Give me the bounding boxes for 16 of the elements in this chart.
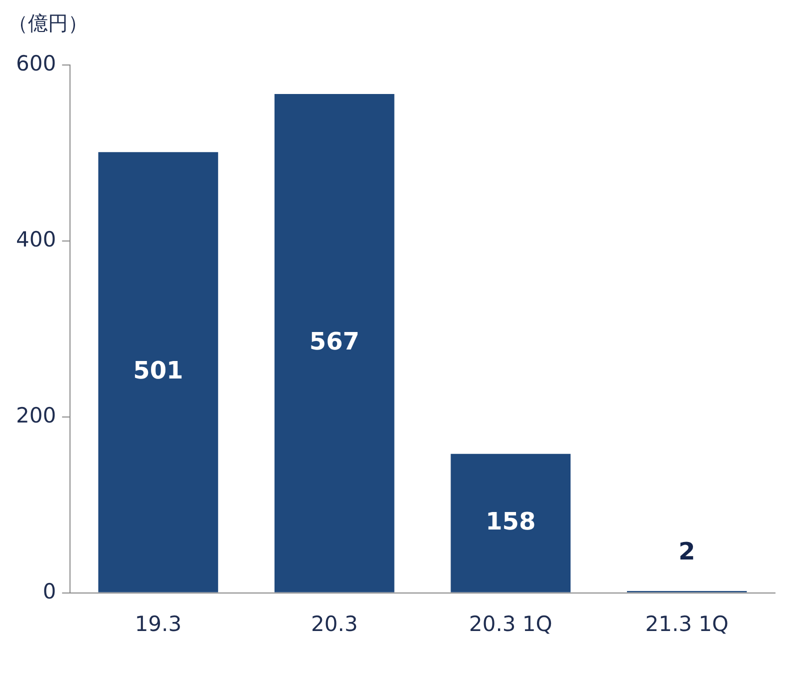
x-tick-label: 19.3 xyxy=(134,612,182,636)
data-label: 2 xyxy=(678,537,696,566)
data-label: 158 xyxy=(486,507,536,536)
data-label: 567 xyxy=(309,327,360,356)
y-axis-title: （億円） xyxy=(8,10,88,37)
y-tick-label: 600 xyxy=(16,51,56,76)
y-tick-label: 400 xyxy=(16,227,56,252)
x-tick-label: 21.3 1Q xyxy=(645,612,729,636)
x-tick-label: 20.3 xyxy=(311,612,358,636)
x-tick-label: 20.3 1Q xyxy=(468,612,552,636)
data-label: 501 xyxy=(133,356,184,384)
bar xyxy=(450,454,571,592)
y-tick-label: 0 xyxy=(42,579,56,604)
bar xyxy=(274,94,394,592)
y-tick-label: 200 xyxy=(16,403,56,428)
bar xyxy=(98,152,218,592)
